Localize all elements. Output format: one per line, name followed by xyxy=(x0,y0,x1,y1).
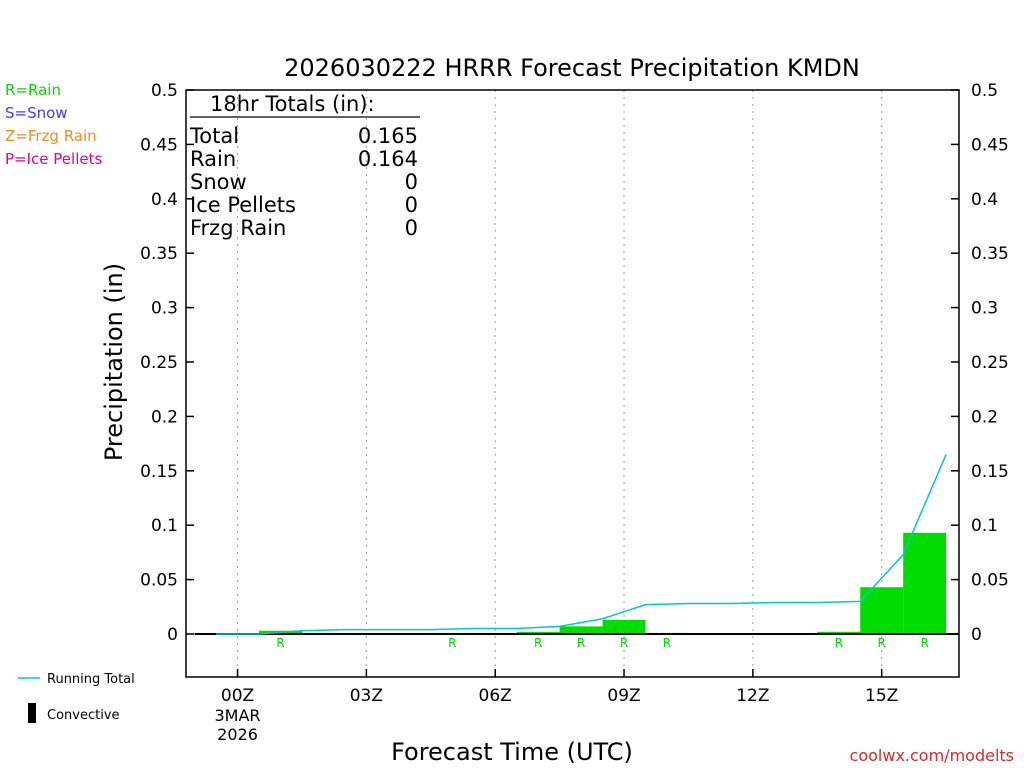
ptype-legend: R=Rain S=Snow Z=Frzg Rain P=Ice Pellets xyxy=(5,81,102,168)
totals-value: 0.165 xyxy=(358,124,418,148)
ptype-marker: R xyxy=(534,636,542,650)
legend-running-total: Running Total xyxy=(47,672,135,687)
precip-bar xyxy=(903,532,947,634)
y-tick-label: 0.15 xyxy=(140,462,178,482)
totals-rows: Total 0.165 Rain 0.164 Snow 0 Ice Pellets 0 Frzg… xyxy=(189,124,418,240)
y-tick-label: 0.25 xyxy=(140,353,178,373)
precip-bar xyxy=(860,587,904,634)
y-axis-label: Precipitation (in) xyxy=(100,263,128,461)
totals-value: 0.164 xyxy=(358,147,418,171)
ptype-marker: R xyxy=(835,636,843,650)
ptype-marker: R xyxy=(448,636,456,650)
totals-value: 0 xyxy=(405,193,418,217)
x-tick-label: 00Z xyxy=(221,686,254,706)
x-tick-date: 3MAR xyxy=(215,706,261,725)
y-tick-label-right: 0.1 xyxy=(971,516,998,536)
y-tick-label-right: 0.4 xyxy=(971,190,998,210)
y-tick-label: 0.5 xyxy=(151,81,178,101)
grid-lines xyxy=(237,90,883,677)
totals-label: Snow xyxy=(190,170,247,194)
x-tick-label: 03Z xyxy=(350,686,383,706)
totals-label: Rain xyxy=(190,147,236,171)
legend-rain: R=Rain xyxy=(5,81,61,99)
ptype-marker: R xyxy=(620,636,628,650)
y-tick-label-right: 0.5 xyxy=(971,81,998,101)
x-tick-year: 2026 xyxy=(217,725,258,744)
y-tick-label: 0.4 xyxy=(151,190,178,210)
credit-text: coolwx.com/modelts xyxy=(850,746,1014,765)
precip-bar xyxy=(602,619,646,634)
precip-bars xyxy=(259,532,947,634)
totals-label: Ice Pellets xyxy=(190,193,296,217)
ptype-marker: R xyxy=(920,636,928,650)
x-tick-label: 15Z xyxy=(865,686,898,706)
y-axis-right: 0 0.05 0.1 0.15 0.2 0.25 0.3 0.35 0.4 0.45 0.5 xyxy=(951,81,1009,645)
y-tick-label-right: 0.15 xyxy=(971,462,1009,482)
ptype-marker: R xyxy=(276,636,284,650)
y-tick-label: 0.1 xyxy=(151,516,178,536)
y-tick-label-right: 0.25 xyxy=(971,353,1009,373)
y-axis-left: 0 0.05 0.1 0.15 0.2 0.25 0.3 0.35 0.4 0.45 0.5 xyxy=(140,81,194,645)
totals-header: 18hr Totals (in): xyxy=(210,92,375,116)
y-tick-label-right: 0.2 xyxy=(971,407,998,427)
totals-box: 18hr Totals (in): Total 0.165 Rain 0.164 Sno… xyxy=(189,92,420,240)
precip-bar xyxy=(516,631,560,634)
convective-swatch xyxy=(28,703,36,723)
y-tick-label-right: 0.05 xyxy=(971,571,1009,591)
precip-bar xyxy=(559,626,603,634)
totals-label: Total xyxy=(189,124,239,148)
line-legend: Running Total Convective xyxy=(18,672,135,723)
running-total-line xyxy=(216,454,947,635)
y-tick-label-right: 0 xyxy=(971,625,982,645)
ptype-marker: R xyxy=(663,636,671,650)
totals-value: 0 xyxy=(405,170,418,194)
y-tick-label: 0 xyxy=(167,625,178,645)
ptype-marker: R xyxy=(577,636,585,650)
legend-frzg-rain: Z=Frzg Rain xyxy=(5,127,97,145)
y-tick-label: 0.2 xyxy=(151,407,178,427)
y-tick-label-right: 0.45 xyxy=(971,135,1009,155)
y-tick-label: 0.05 xyxy=(140,571,178,591)
y-tick-label-right: 0.35 xyxy=(971,244,1009,264)
x-tick-label: 12Z xyxy=(736,686,769,706)
precip-bar xyxy=(817,631,861,634)
y-tick-label: 0.3 xyxy=(151,299,178,319)
plot-frame xyxy=(185,89,960,678)
y-tick-label: 0.45 xyxy=(140,135,178,155)
legend-snow: S=Snow xyxy=(5,104,68,122)
x-tick-label: 06Z xyxy=(479,686,512,706)
totals-value: 0 xyxy=(405,216,418,240)
y-tick-label-right: 0.3 xyxy=(971,299,998,319)
y-tick-label: 0.35 xyxy=(140,244,178,264)
chart-title: 2026030222 HRRR Forecast Precipitation K… xyxy=(284,54,860,82)
legend-ice-pellets: P=Ice Pellets xyxy=(5,150,102,168)
x-axis-label: Forecast Time (UTC) xyxy=(391,738,633,766)
ptype-marker: R xyxy=(878,636,886,650)
x-tick-label: 09Z xyxy=(607,686,640,706)
legend-convective: Convective xyxy=(47,708,120,723)
totals-label: Frzg Rain xyxy=(190,216,286,240)
